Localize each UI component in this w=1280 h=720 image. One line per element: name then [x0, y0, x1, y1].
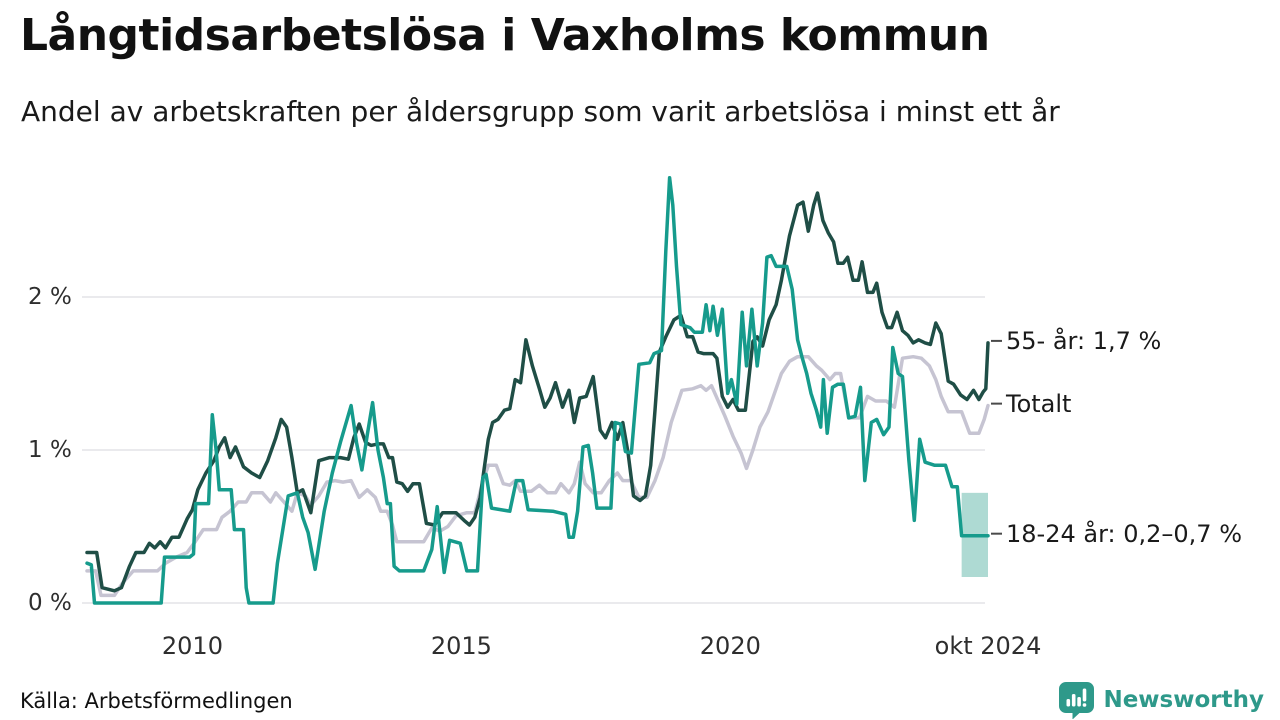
y-axis-tick-label: 2 % [28, 284, 72, 310]
series-end-label-Totalt: Totalt [1006, 389, 1072, 418]
source-note: Källa: Arbetsförmedlingen [20, 689, 293, 713]
series-end-label-55-år: 55- år: 1,7 % [1006, 326, 1162, 355]
y-axis-tick-label: 0 % [28, 590, 72, 616]
x-axis-tick-label: okt 2024 [934, 632, 1042, 660]
page-title: Långtidsarbetslösa i Vaxholms kommun [20, 10, 990, 61]
x-axis-tick-label: 2020 [699, 632, 761, 660]
page-subtitle: Andel av arbetskraften per åldersgrupp s… [21, 95, 1060, 128]
brand-footer: Newsworthy [1058, 681, 1264, 719]
series-line-18-24år [85, 175, 990, 605]
series-end-label-18-24år: 18-24 år: 0,2–0,7 % [1006, 519, 1243, 548]
series-line-55-år [85, 191, 990, 593]
x-axis-tick-label: 2010 [161, 632, 223, 660]
newsworthy-wordmark: Newsworthy [1103, 687, 1264, 713]
series-line-Totalt [85, 354, 990, 598]
newsworthy-logo-icon [1059, 682, 1095, 719]
y-axis-tick-label: 1 % [28, 437, 72, 463]
x-axis-tick-label: 2015 [430, 632, 492, 660]
